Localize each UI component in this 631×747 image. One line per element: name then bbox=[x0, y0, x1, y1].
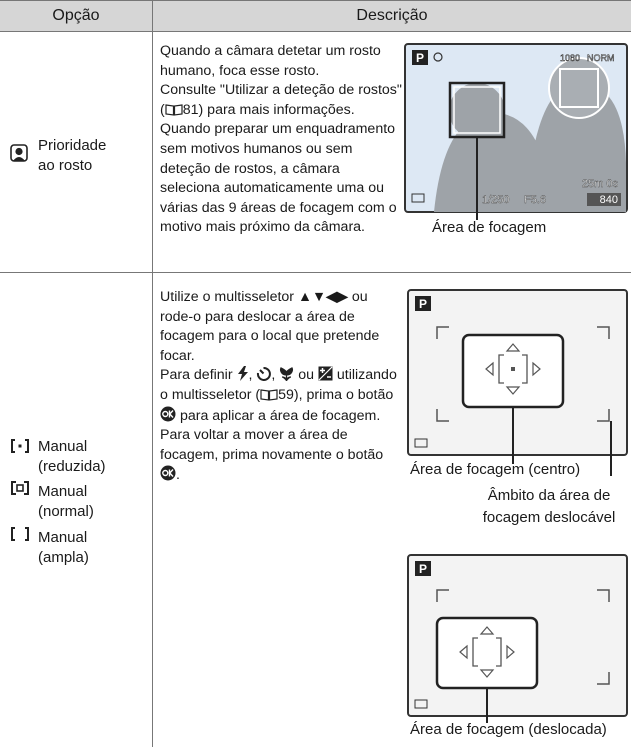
camera-screen: P 1080 NORM 1/250 F5.6 25m 0s 840 bbox=[404, 43, 628, 213]
description: Utilize o multisseletor ▲▼◀▶ ou rode-o p… bbox=[160, 288, 403, 486]
aperture: F5.6 bbox=[524, 194, 546, 206]
face-priority-icon bbox=[10, 144, 28, 162]
flash-icon bbox=[237, 366, 248, 382]
ok-button-icon bbox=[160, 465, 176, 481]
figure-caption: Área de focagem bbox=[432, 219, 547, 236]
text: Quando a câmara detetar um rosto humano,… bbox=[160, 43, 381, 79]
shooting-mode: P bbox=[419, 562, 427, 576]
shutter-speed: 1/250 bbox=[482, 194, 510, 206]
text: ou rode-o para deslocar a área de focage… bbox=[160, 289, 380, 364]
manual-wide-icon bbox=[11, 527, 29, 541]
book-icon bbox=[165, 104, 183, 116]
text: utilizando o multisseletor ( bbox=[160, 367, 397, 403]
macro-icon bbox=[280, 367, 294, 382]
description: Quando a câmara detetar um rosto humano,… bbox=[160, 42, 626, 240]
ok-button-icon bbox=[160, 406, 176, 422]
column-divider bbox=[152, 0, 153, 747]
option-label: Manual (ampla) bbox=[38, 529, 89, 566]
header-background bbox=[0, 0, 631, 32]
text: Consulte "Utilizar a deteção de rostos" … bbox=[160, 82, 402, 118]
self-timer-icon bbox=[257, 367, 272, 382]
manual-small-icon bbox=[11, 439, 29, 453]
exposure-icon bbox=[318, 366, 333, 381]
option-label: Manual (normal) bbox=[38, 483, 94, 520]
figure-caption: Área de focagem (deslocada) bbox=[410, 721, 607, 738]
text: , bbox=[271, 367, 280, 384]
exposures-remaining: 840 bbox=[600, 194, 618, 206]
leader-line bbox=[476, 212, 478, 220]
text: Para definir bbox=[160, 367, 237, 384]
text: . bbox=[176, 467, 180, 484]
book-icon bbox=[260, 389, 278, 401]
movie-time: 25m 0s bbox=[582, 178, 619, 190]
text: , bbox=[248, 367, 257, 384]
text: 59), prima o botão bbox=[278, 386, 394, 403]
header-cell: Opção bbox=[52, 7, 100, 24]
text: Utilize o multisseletor bbox=[160, 289, 298, 305]
text: para aplicar a área de focagem. Para vol… bbox=[160, 407, 384, 463]
camera-screen: P bbox=[407, 289, 628, 457]
image-quality: NORM bbox=[587, 53, 615, 63]
leader-line bbox=[512, 456, 514, 464]
text: ou bbox=[294, 367, 318, 384]
shooting-mode: P bbox=[419, 297, 427, 311]
image-size: 1080 bbox=[560, 53, 580, 63]
leader-line bbox=[610, 456, 612, 476]
text: Quando preparar um enquadramento sem mot… bbox=[160, 121, 397, 236]
text: 81) para mais informações. bbox=[182, 101, 355, 118]
option-label: Prioridade ao rosto bbox=[38, 137, 107, 174]
arrow-keys: ▲▼◀▶ bbox=[297, 289, 348, 305]
leader-line bbox=[486, 717, 488, 723]
shooting-mode: P bbox=[416, 51, 424, 65]
figure-caption: Área de focagem (centro) bbox=[410, 461, 581, 478]
manual-normal-icon bbox=[11, 481, 29, 495]
row-divider bbox=[0, 272, 631, 273]
option-label: Manual (reduzida) bbox=[38, 438, 106, 475]
figure-caption: Âmbito da área de focagem deslocável bbox=[482, 487, 616, 526]
camera-screen: P bbox=[407, 554, 628, 718]
header-cell: Descrição bbox=[356, 7, 428, 24]
